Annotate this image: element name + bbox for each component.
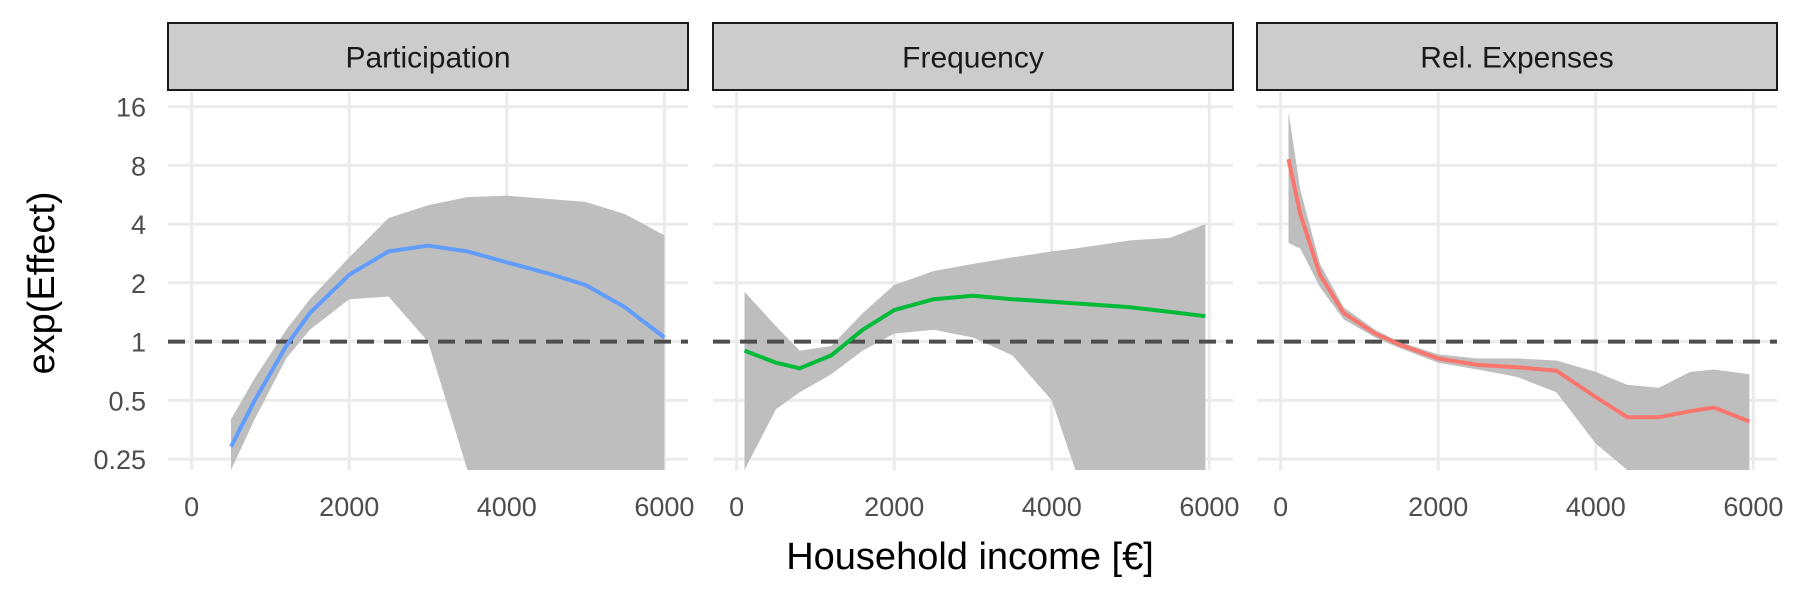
estimate-line [229,243,666,448]
x-tick-label: 0 [729,492,744,522]
x-tick-label: 6000 [634,492,694,522]
x-tick-label: 2000 [1408,492,1468,522]
confidence-band [231,195,665,470]
x-axis-title: Household income [€] [786,536,1154,578]
x-tick-label: 4000 [1022,492,1082,522]
x-tick-label: 4000 [477,492,537,522]
x-tick-label: 0 [1273,492,1288,522]
y-axis-title: exp(Effect) [21,191,63,374]
confidence-band [744,224,1206,470]
y-tick-label: 16 [116,93,146,123]
panels: Participation 0 2000 4000 6000 Frequency 0 2000… [167,22,1783,522]
y-tick-label: 2 [131,269,146,299]
facet-strip [712,22,1234,91]
y-tick-label: 0.5 [108,386,146,416]
x-tick-label: 2000 [319,492,379,522]
x-tick-label: 6000 [1723,492,1783,522]
x-tick-label: 2000 [864,492,924,522]
y-tick-label: 0.25 [93,445,146,475]
facet-panel-1: Participation 0 2000 4000 6000 [167,22,694,522]
facet-panel-2: Frequency 0 2000 4000 6000 [712,22,1239,522]
facet-strip-label: Frequency [902,42,1044,75]
x-tick-label: 6000 [1179,492,1239,522]
estimate-line [1286,158,1751,424]
x-tick-label: 4000 [1566,492,1626,522]
facet-strip [1256,22,1778,91]
y-tick-label: 1 [131,328,146,358]
facet-panel-3: Rel. Expenses 0 2000 4000 6000 [1256,22,1783,522]
y-tick-label: 4 [131,210,146,240]
y-axis-ticks: 0.25 0.5 1 2 4 8 16 [93,93,146,476]
facet-strip [167,22,689,91]
facet-strip-label: Rel. Expenses [1420,42,1613,75]
y-tick-label: 8 [131,151,146,181]
estimate-line [743,293,1206,371]
confidence-band [1288,112,1750,470]
facet-strip-label: Participation [345,42,510,75]
x-tick-label: 0 [184,492,199,522]
